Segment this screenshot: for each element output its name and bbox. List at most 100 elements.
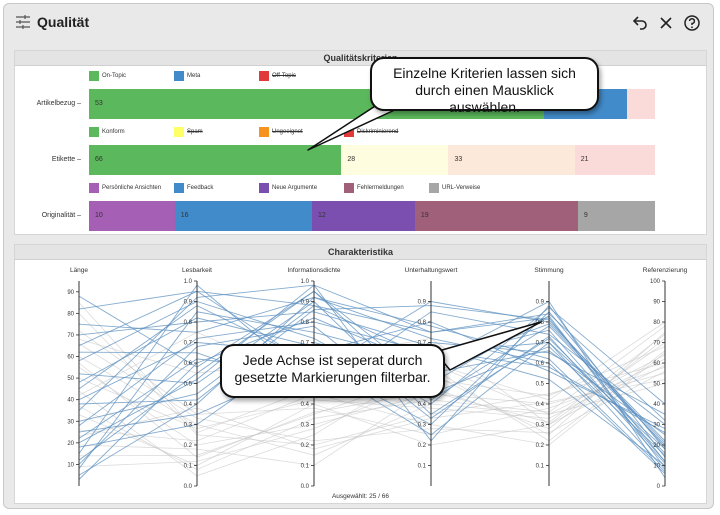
data-line <box>78 379 666 450</box>
legend-item[interactable]: Fehlermeldungen <box>344 183 404 193</box>
axis-tick-label: 0.6 <box>184 361 193 367</box>
axis-tick-label: 90 <box>653 300 660 306</box>
bar-segment[interactable]: 12 <box>311 201 415 231</box>
legend-label: Diskriminierend <box>357 129 399 135</box>
characteristics-panel-title: Charakteristika <box>15 245 706 260</box>
axis-tick-label: 0.3 <box>184 423 193 429</box>
legend-label: Persönliche Ansichten <box>102 185 162 191</box>
axis-tick-label: 0.2 <box>418 443 427 449</box>
axis-tick-label: 80 <box>653 320 660 326</box>
legend-item[interactable]: Konform <box>89 127 125 137</box>
axis-title: Länge <box>70 267 88 274</box>
axis-tick-label: 0.4 <box>184 402 193 408</box>
axis-title: Stimmung <box>534 267 564 274</box>
axis-tick-label: 0.4 <box>301 402 310 408</box>
axis-tick-label: 60 <box>67 355 74 361</box>
legend-item[interactable]: URL-Verweise <box>429 183 480 193</box>
bar-segment[interactable]: 19 <box>414 201 578 231</box>
axis-tick-label: 1.0 <box>184 279 193 285</box>
bar-segment[interactable]: 21 <box>574 145 655 175</box>
axis-tick-label: 0.1 <box>301 464 310 470</box>
bar-segment[interactable]: 16 <box>174 201 312 231</box>
legend-swatch <box>344 183 354 193</box>
legend-label: Off-Topic <box>272 73 296 79</box>
axis[interactable]: 0 10 20 30 40 50 60 70 80 90 100 Referenzierung <box>643 267 688 490</box>
bar-segment[interactable]: 28 <box>341 145 449 175</box>
axis-tick-label: 0.5 <box>536 382 545 388</box>
legend-item[interactable]: Ungeeignet <box>259 127 303 137</box>
undo-icon[interactable] <box>630 13 650 33</box>
axis-tick-label: 10 <box>653 464 660 470</box>
axis-title: Informationsdichte <box>287 267 340 274</box>
axis-tick-label: 0.8 <box>301 320 310 326</box>
bar-segment[interactable]: 9 <box>577 201 655 231</box>
axis-tick-label: 0.8 <box>418 320 427 326</box>
legend-label: Neue Argumente <box>272 185 318 191</box>
legend-label: Fehlermeldungen <box>357 185 404 191</box>
axis-tick-label: 0.2 <box>184 443 193 449</box>
axis-tick-label: 50 <box>653 382 660 388</box>
legend-label: Ungeeignet <box>272 129 303 135</box>
axis-tick-label: 100 <box>650 279 661 285</box>
callout-criteria-click: Einzelne Kriterien lassen sich durch ein… <box>370 57 599 115</box>
axis-title: Lesbarkeit <box>182 267 212 274</box>
legend-item[interactable]: Feedback <box>174 183 213 193</box>
legend-item[interactable]: Off-Topic <box>259 71 296 81</box>
axis-tick-label: 70 <box>67 333 74 339</box>
axis-tick-label: 0.3 <box>536 423 545 429</box>
axis-tick-label: 60 <box>653 361 660 367</box>
bar-segment[interactable]: 66 <box>89 145 342 175</box>
axis-tick-label: 0.7 <box>418 341 427 347</box>
axis-tick-label: 0.8 <box>184 320 193 326</box>
bar-segment[interactable] <box>626 89 655 119</box>
title-bar: Qualität <box>4 4 713 42</box>
axis-tick-label: 0.9 <box>301 300 310 306</box>
legend-label: Konform <box>102 129 125 135</box>
axis-tick-label: 50 <box>67 376 74 382</box>
legend-item[interactable]: On-Topic <box>89 71 126 81</box>
data-line <box>78 338 666 466</box>
data-line <box>78 305 666 462</box>
legend-item[interactable]: Persönliche Ansichten <box>89 183 161 193</box>
data-line <box>78 317 666 480</box>
axis-tick-label: 70 <box>653 341 660 347</box>
legend-label: URL-Verweise <box>442 185 481 191</box>
legend-label: Spam <box>187 129 203 135</box>
legend-swatch <box>89 71 99 81</box>
selection-count: Ausgewählt: 25 / 66 <box>331 493 390 500</box>
legend-item[interactable]: Neue Argumente <box>259 183 317 193</box>
bar-segment[interactable]: 33 <box>448 145 575 175</box>
axis-tick-label: 0.4 <box>418 402 427 408</box>
axis-tick-label: 20 <box>67 441 74 447</box>
axis-tick-label: 0.1 <box>536 464 545 470</box>
axis[interactable]: 0.0 0.1 0.2 0.3 0.4 0.5 0.6 0.7 0.8 0.9 1.0 Lesbark… <box>182 267 212 490</box>
axis-tick-label: 0 <box>657 484 661 490</box>
axis-tick-label: 0.9 <box>418 300 427 306</box>
tune-sliders-icon[interactable] <box>15 14 31 30</box>
legend-item[interactable]: Spam <box>174 127 203 137</box>
data-line <box>78 284 666 444</box>
axis-tick-label: 0.6 <box>536 361 545 367</box>
axis-tick-label: 0.4 <box>536 402 545 408</box>
legend-item[interactable]: Meta <box>174 71 200 81</box>
bar-segment[interactable]: 10 <box>89 201 175 231</box>
axis-title: Unterhaltungswert <box>405 267 458 274</box>
help-icon[interactable] <box>682 13 702 33</box>
axis-tick-label: 0.3 <box>418 423 427 429</box>
data-line <box>78 311 666 466</box>
callout-criteria-text: Einzelne Kriterien lassen sich durch ein… <box>393 65 576 115</box>
window-title: Qualität <box>37 14 90 30</box>
axis-tick-label: 0.8 <box>536 320 545 326</box>
axis[interactable]: 10 20 30 40 50 60 70 80 90 Länge <box>67 267 88 486</box>
data-line <box>78 305 666 448</box>
close-icon[interactable] <box>656 13 676 33</box>
legend-label: Meta <box>187 73 201 79</box>
callout-axis-text: Jede Achse ist seperat durch gesetzte Ma… <box>234 352 431 385</box>
legend-swatch <box>174 127 184 137</box>
axis-tick-label: 30 <box>67 419 74 425</box>
legend-label: Feedback <box>187 185 214 191</box>
axis-tick-label: 40 <box>653 402 660 408</box>
axis-tick-label: 0.0 <box>184 484 193 490</box>
legend-item[interactable]: Diskriminierend <box>344 127 398 137</box>
quality-criteria-panel: Qualitätskriterien On-Topic Meta Off-Topic… <box>14 50 707 235</box>
